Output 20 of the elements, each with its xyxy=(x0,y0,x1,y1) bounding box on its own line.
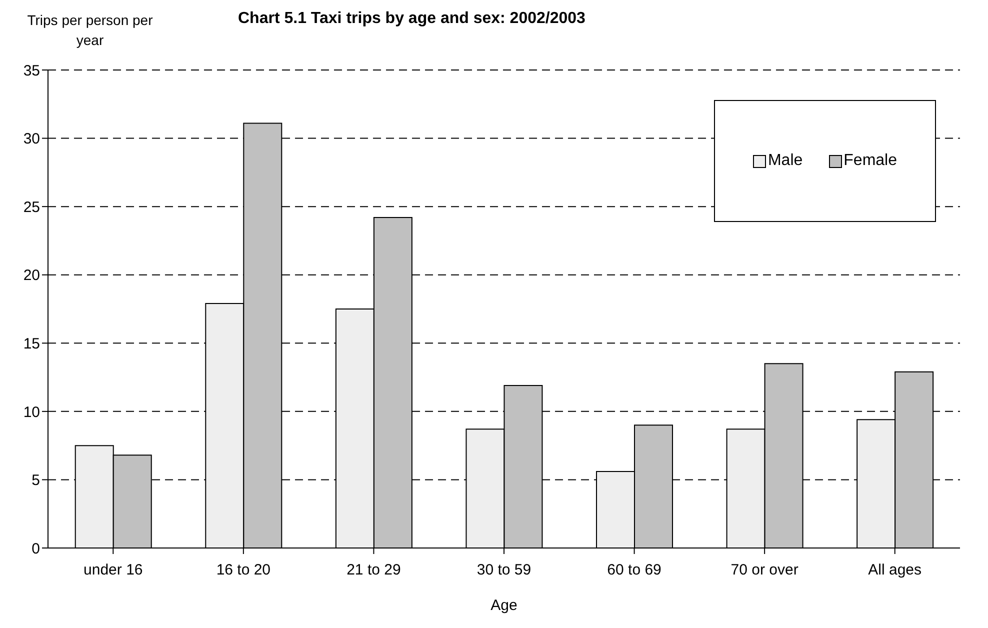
y-tick-label: 10 xyxy=(23,404,40,421)
x-tick-label: 21 to 29 xyxy=(346,562,401,579)
x-tick-label: 70 or over xyxy=(730,562,798,579)
y-tick-label: 30 xyxy=(23,130,40,148)
x-tick-label: 30 to 59 xyxy=(476,562,532,579)
y-axis-title: Trips per person per year xyxy=(27,12,154,48)
x-tick-label: 60 to 69 xyxy=(607,562,662,579)
x-axis-title: Age xyxy=(490,597,518,614)
y-tick-label: 20 xyxy=(23,267,40,284)
x-tick-label: 16 to 20 xyxy=(216,562,271,579)
x-tick-label: All ages xyxy=(868,562,922,579)
y-tick-label: 5 xyxy=(32,472,40,490)
legend-label: Male xyxy=(766,152,803,170)
y-tick-label: 0 xyxy=(32,540,40,558)
y-tick-label: 35 xyxy=(23,62,40,80)
chart-title: Chart 5.1 Taxi trips by age and sex: 2002/2003 xyxy=(238,10,586,28)
y-tick-label: 25 xyxy=(23,198,40,216)
y-tick-label: 15 xyxy=(23,335,40,352)
x-tick-label: under 16 xyxy=(84,562,143,579)
legend-label: Female xyxy=(842,152,898,170)
